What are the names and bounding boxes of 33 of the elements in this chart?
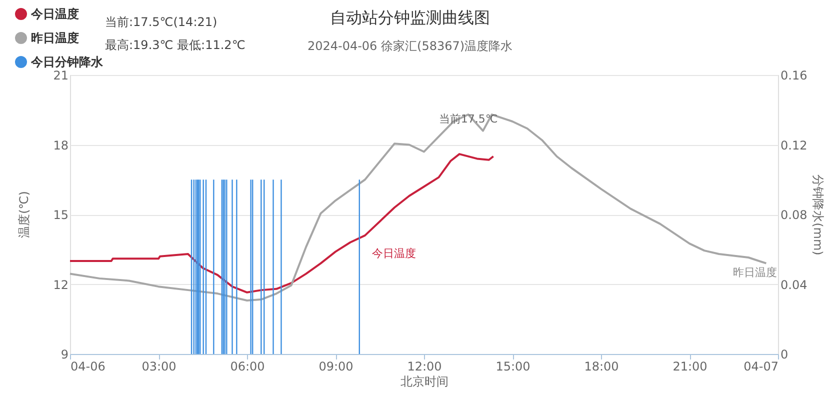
y2-tick-label: 0.08 [780,208,808,222]
y-tick-label: 18 [53,138,68,152]
y-axis-title: 温度(℃) [17,191,31,238]
chart-subtitle: 2024-04-06 徐家汇(58367)温度降水 [307,39,513,53]
y-tick-label: 21 [53,68,68,82]
x-tick-label: 21:00 [672,360,708,374]
x-tick-label: 12:00 [407,360,442,374]
line-series [69,114,768,302]
y2-tick-label: 0.12 [780,138,808,152]
y-tick-label: 15 [53,208,68,222]
x-tick-label: 09:00 [318,360,354,374]
annotation: 今日温度 [372,247,416,260]
y-tick-label: 12 [53,278,68,292]
x-tick-label: 06:00 [230,360,265,374]
legend-label: 今日温度 [30,7,79,21]
y2-axis-title: 分钟降水(mm) [811,174,826,256]
x-tick-label: 18:00 [584,360,619,374]
legend-label: 今日分钟降水 [30,55,104,69]
chart-title: 自动站分钟监测曲线图 [330,8,490,27]
x-tick-label: 03:00 [142,360,176,374]
text: 当前:17.5℃(14:21) [105,15,218,29]
y2-tick-label: 0.04 [780,278,808,292]
text: 最高:19.3℃ 最低:11.2℃ [105,38,246,52]
legend-label: 昨日温度 [31,31,79,45]
y2-tick-label: 0.16 [780,68,808,82]
annotation: 昨日温度 [733,266,777,279]
x-axis-title: 北京时间 [400,374,448,388]
x-tick-label: 04-06 [70,360,106,374]
x-tick-label: 04-07 [744,360,778,374]
y2-tick-label: 0 [780,348,788,362]
x-tick-label: 15:00 [496,360,530,374]
y-tick-label: 9 [60,348,68,362]
line-series [69,153,494,294]
